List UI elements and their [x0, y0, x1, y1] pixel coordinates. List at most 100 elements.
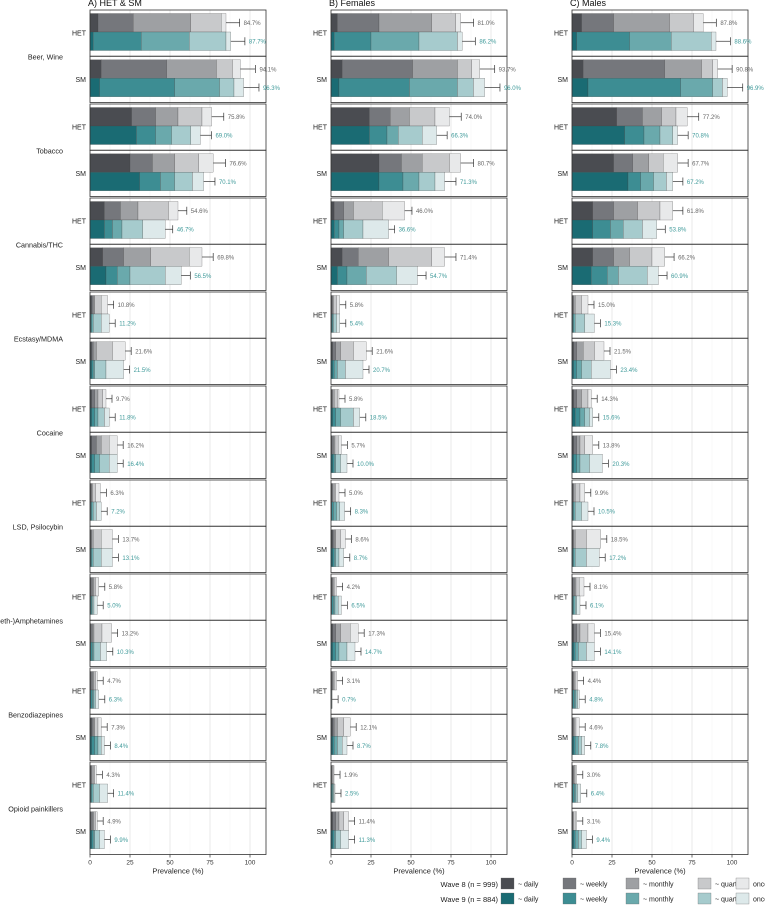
- group-label-het: HET: [554, 219, 569, 226]
- wave9-bar-daily: [89, 125, 137, 145]
- group-label-sm: SM: [76, 77, 87, 84]
- wave8-bar-weekly: [90, 811, 93, 831]
- wave9-bar-monthly: [333, 501, 337, 521]
- wave9-bar-monthly: [574, 783, 577, 803]
- wave9-bar-weekly: [332, 454, 335, 473]
- panel-frame: [571, 667, 749, 715]
- frame-layer: [89, 9, 749, 858]
- wave8-bar-daily: [571, 59, 584, 79]
- wave9-bar-monthly: [91, 501, 94, 521]
- wave9-bar-quarterly: [575, 548, 587, 567]
- wave8-bar-monthly: [93, 717, 95, 737]
- wave8-bar-once: [693, 13, 704, 33]
- wave9-total-label: 14.7%: [365, 650, 383, 656]
- wave9-bar-daily: [571, 172, 629, 191]
- wave9-bar-monthly: [160, 172, 175, 191]
- x-tick-label: 25: [367, 860, 375, 867]
- wave8-bar-quarterly: [409, 107, 436, 127]
- wave8-bar-quarterly: [457, 59, 472, 79]
- wave9-bar-weekly: [576, 31, 630, 51]
- wave9-bar-once: [672, 125, 678, 145]
- wave8-bar-once: [112, 341, 126, 361]
- wave9-bar-once: [338, 595, 342, 615]
- wave9-bar-daily: [571, 219, 593, 239]
- wave9-bar-once: [336, 313, 340, 333]
- wave8-total-label: 94.1%: [259, 67, 277, 73]
- wave8-bar-daily: [571, 201, 593, 221]
- wave9-bar-daily: [330, 266, 338, 285]
- wave8-bar-once: [575, 671, 578, 691]
- wave9-bar-once: [647, 266, 659, 285]
- wave9-bar-once: [396, 266, 418, 285]
- wave9-bar-monthly: [370, 31, 420, 51]
- x-tick-label: 0: [570, 860, 574, 867]
- wave8-bar-monthly: [334, 529, 336, 549]
- group-label-het: HET: [72, 689, 87, 696]
- wave8-bar-weekly: [369, 107, 391, 127]
- wave9-bar-quarterly: [581, 360, 592, 379]
- wave8-bar-once: [201, 107, 212, 127]
- wave8-bar-daily: [571, 13, 582, 33]
- wave8-bar-once: [575, 811, 577, 831]
- wave9-total-label: 15.3%: [604, 322, 622, 328]
- wave9-bar-quarterly: [335, 454, 341, 473]
- wave8-bar-quarterly: [575, 295, 582, 315]
- wave9-total-label: 17.2%: [609, 556, 627, 562]
- wave8-bar-weekly: [337, 13, 380, 33]
- wave9-bar-once: [142, 219, 166, 239]
- wave8-total-label: 18.5%: [611, 537, 629, 543]
- wave8-bar-once: [350, 623, 359, 643]
- wave8-bar-daily: [330, 107, 370, 127]
- wave9-bar-quarterly: [121, 219, 143, 239]
- legend-key-wave9-weekly: [562, 892, 577, 905]
- wave9-total-label: 8.7%: [354, 556, 368, 562]
- panel-frame: [571, 807, 749, 855]
- wave9-bar-monthly: [141, 31, 190, 51]
- group-label-het: HET: [313, 407, 328, 414]
- panel-frame: [330, 337, 508, 385]
- wave9-total-label: 5.0%: [107, 604, 121, 610]
- wave8-total-label: 17.3%: [368, 631, 386, 637]
- substance-label-cocaine: Cocaine: [37, 428, 63, 437]
- wave8-bar-weekly: [583, 59, 665, 79]
- wave9-total-label: 6.1%: [590, 604, 604, 610]
- wave9-bar-monthly: [573, 548, 576, 567]
- wave8-bar-weekly: [616, 107, 643, 127]
- wave8-total-label: 6.3%: [110, 491, 124, 497]
- wave9-bar-once: [584, 313, 595, 333]
- wave9-bar-daily: [330, 219, 335, 239]
- wave8-bar-monthly: [93, 341, 97, 361]
- wave8-bar-quarterly: [583, 341, 595, 361]
- wave9-total-label: 16.4%: [127, 462, 145, 468]
- wave8-bar-weekly: [91, 295, 94, 315]
- wave8-bar-weekly: [91, 341, 94, 361]
- legend-key-wave9-once: [735, 892, 750, 905]
- wave8-bar-monthly: [334, 717, 338, 737]
- wave9-total-label: 70.8%: [692, 134, 710, 140]
- group-label-het: HET: [554, 31, 569, 38]
- wave8-bar-quarterly: [579, 435, 585, 455]
- wave9-bar-once: [165, 266, 182, 285]
- wave8-bar-once: [659, 201, 673, 221]
- wave9-bar-weekly: [592, 219, 611, 239]
- wave9-bar-daily: [330, 172, 380, 191]
- text-layer: A) HET & SM B) Females C) Males Beer, Wine H…: [0, 0, 764, 876]
- wave9-bar-quarterly: [332, 783, 335, 803]
- wave8-bar-once: [675, 107, 688, 127]
- wave8-bar-monthly: [358, 247, 389, 267]
- wave9-bar-quarterly: [219, 78, 235, 97]
- wave9-bar-monthly: [576, 454, 581, 473]
- wave8-total-label: 90.8%: [736, 67, 754, 73]
- group-label-het: HET: [554, 501, 569, 508]
- panel-frame: [571, 337, 749, 385]
- group-label-het: HET: [554, 595, 569, 602]
- group-label-sm: SM: [558, 829, 569, 836]
- panel-frame: [89, 431, 267, 479]
- wave8-total-label: 9.9%: [595, 491, 609, 497]
- wave9-bar-once: [711, 31, 717, 51]
- wave8-total-label: 16.2%: [127, 443, 145, 449]
- wave8-bar-quarterly: [334, 435, 339, 455]
- panel-frame: [89, 667, 267, 715]
- panel-frame: [89, 807, 267, 855]
- x-tick-label: 25: [126, 860, 134, 867]
